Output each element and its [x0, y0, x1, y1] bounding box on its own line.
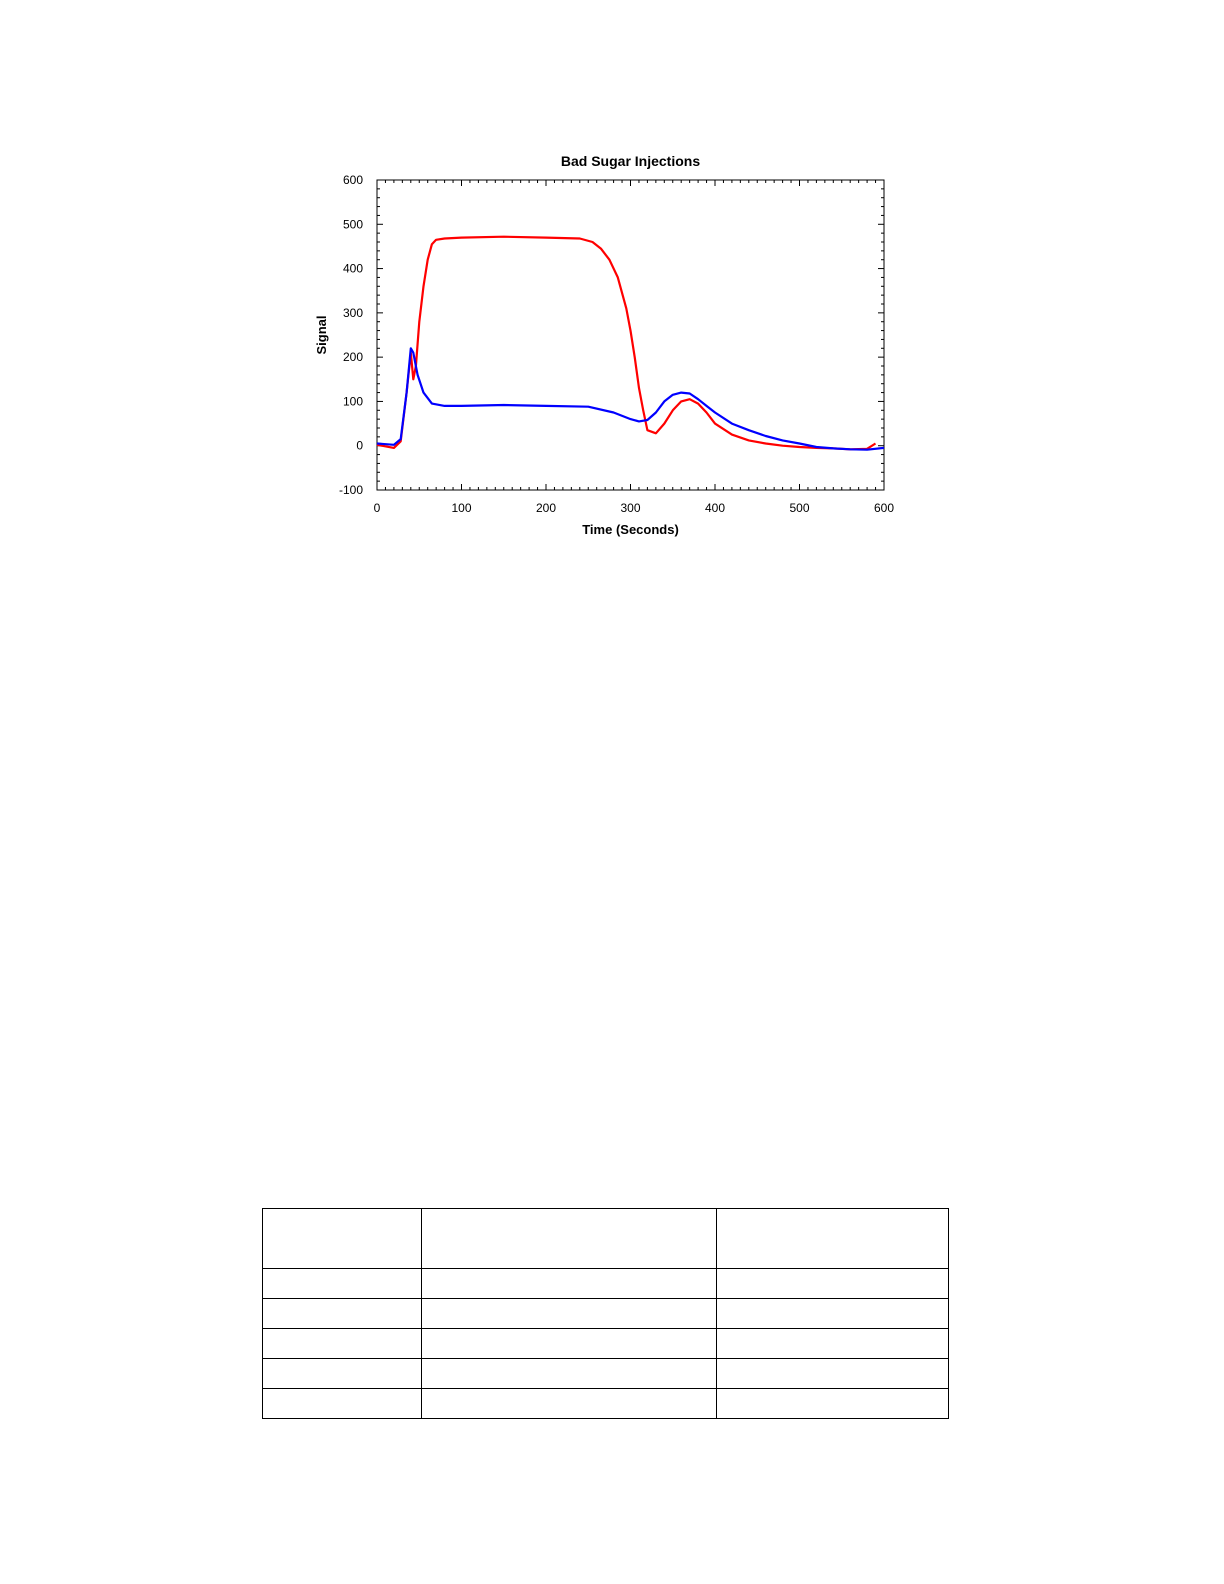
data-table: [261, 1208, 949, 1419]
table-cell: [716, 1298, 949, 1329]
x-tick-label: 0: [374, 501, 381, 515]
x-axis-label: Time (Seconds): [582, 522, 679, 537]
table-cell: [716, 1388, 949, 1419]
table-row: [261, 1358, 949, 1389]
table-cell: [261, 1388, 423, 1419]
table-cell: [261, 1358, 423, 1389]
series-line-2: [376, 347, 885, 451]
x-tick-label: 200: [536, 501, 556, 515]
table-cell: [716, 1268, 949, 1299]
table-row: [261, 1328, 949, 1359]
y-tick-label: 400: [343, 262, 363, 276]
x-tick-label: 400: [705, 501, 725, 515]
series-line-1: [376, 235, 877, 451]
x-tick-label: 500: [789, 501, 809, 515]
table-cell: [421, 1328, 717, 1359]
table-cell: [261, 1328, 423, 1359]
y-axis-label: Signal: [314, 315, 329, 354]
table-row: [261, 1298, 949, 1329]
table-cell: [716, 1208, 949, 1269]
y-tick-label: 300: [343, 306, 363, 320]
y-tick-label: 600: [343, 173, 363, 187]
y-tick-label: 500: [343, 217, 363, 231]
table-cell: [421, 1388, 717, 1419]
y-tick-label: 100: [343, 394, 363, 408]
y-tick-label: 200: [343, 350, 363, 364]
chart-title: Bad Sugar Injections: [561, 153, 700, 169]
table-cell: [421, 1358, 717, 1389]
x-tick-label: 100: [451, 501, 471, 515]
table-cell: [261, 1268, 423, 1299]
table-cell: [716, 1358, 949, 1389]
x-tick-label: 300: [620, 501, 640, 515]
x-tick-label: 600: [874, 501, 894, 515]
table-cell: [421, 1298, 717, 1329]
table-cell: [716, 1328, 949, 1359]
table-row: [261, 1208, 949, 1269]
table-cell: [421, 1268, 717, 1299]
y-tick-label: 0: [356, 439, 363, 453]
table-cell: [421, 1208, 717, 1269]
signal-chart: Bad Sugar Injections Time (Seconds) Sign…: [314, 153, 894, 537]
y-tick-label: -100: [339, 483, 363, 497]
table-row: [261, 1268, 949, 1299]
table-cell: [261, 1208, 423, 1269]
table-cell: [261, 1298, 423, 1329]
table-row: [261, 1388, 949, 1419]
